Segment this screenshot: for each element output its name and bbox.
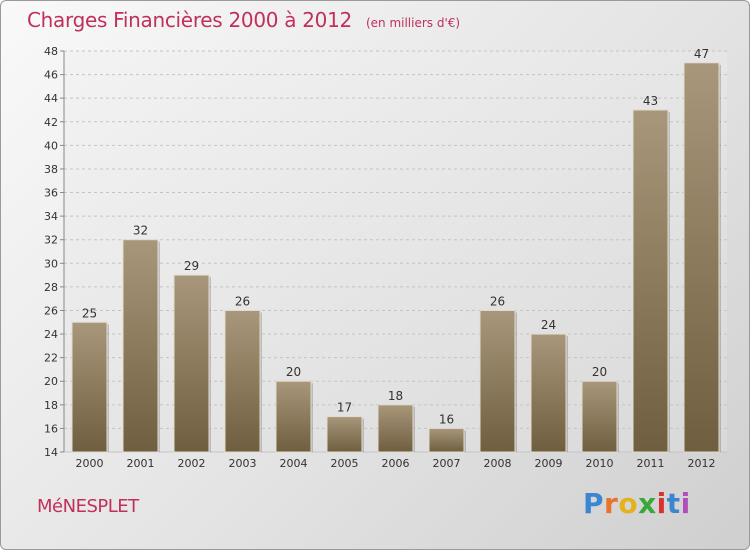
x-tick-label: 2010 bbox=[586, 457, 614, 470]
chart-subtitle: (en milliers d'€) bbox=[365, 16, 461, 30]
bar-2008 bbox=[479, 309, 516, 453]
x-tick-label: 2008 bbox=[484, 457, 512, 470]
y-tick-label: 30 bbox=[44, 257, 58, 270]
x-tick-label: 2005 bbox=[331, 457, 359, 470]
bar-value-label: 24 bbox=[541, 318, 556, 332]
bar-value-label: 18 bbox=[388, 389, 403, 403]
bar-value-label: 26 bbox=[490, 294, 505, 308]
bar-2005 bbox=[326, 416, 363, 453]
y-tick-label: 24 bbox=[44, 328, 58, 341]
bars: 25 32 29 26 20 17 18 16 26 24 20 43 47 bbox=[71, 47, 721, 453]
y-tick-label: 44 bbox=[44, 92, 58, 105]
bar-2012 bbox=[683, 62, 720, 453]
bar-2011 bbox=[632, 109, 669, 453]
bar-2000 bbox=[71, 321, 108, 453]
bar-2002 bbox=[173, 274, 210, 453]
x-tick-label: 2006 bbox=[382, 457, 410, 470]
bar-2007 bbox=[428, 427, 465, 453]
bar-value-label: 47 bbox=[694, 47, 709, 61]
bar-value-label: 26 bbox=[235, 294, 250, 308]
x-tick-label: 2003 bbox=[229, 457, 257, 470]
y-tick-label: 20 bbox=[44, 375, 58, 388]
bar-2004 bbox=[275, 380, 312, 453]
x-axis: 2000 2001 2002 2003 2004 2005 2006 2007 2008 2009… bbox=[76, 457, 716, 470]
bar-2009 bbox=[530, 333, 567, 453]
logo-letter: P bbox=[583, 487, 605, 520]
x-tick-label: 2001 bbox=[127, 457, 155, 470]
logo-letter: i bbox=[656, 487, 667, 520]
bar-value-label: 17 bbox=[337, 401, 352, 415]
y-axis: 14 16 18 20 22 24 26 28 30 32 34 36 38 40 42 44 46 48 bbox=[44, 45, 65, 459]
bar-value-label: 25 bbox=[82, 306, 97, 320]
y-tick-label: 46 bbox=[44, 69, 58, 82]
x-tick-label: 2007 bbox=[433, 457, 461, 470]
title-text: Charges Financières 2000 à 2012 bbox=[27, 8, 352, 32]
bar-value-label: 43 bbox=[643, 94, 658, 108]
bar-2003 bbox=[224, 309, 261, 453]
x-tick-label: 2011 bbox=[637, 457, 665, 470]
y-tick-label: 34 bbox=[44, 210, 58, 223]
y-tick-label: 28 bbox=[44, 281, 58, 294]
y-tick-label: 22 bbox=[44, 352, 58, 365]
y-tick-label: 16 bbox=[44, 422, 58, 435]
y-tick-label: 26 bbox=[44, 304, 58, 317]
logo-letter: t bbox=[666, 487, 681, 520]
x-tick-label: 2002 bbox=[178, 457, 206, 470]
y-tick-label: 36 bbox=[44, 187, 58, 200]
logo-letter: r bbox=[604, 487, 619, 520]
x-tick-label: 2012 bbox=[688, 457, 716, 470]
bar-value-label: 29 bbox=[184, 259, 199, 273]
bar-2001 bbox=[122, 239, 159, 453]
bar-value-label: 20 bbox=[286, 365, 301, 379]
x-tick-label: 2009 bbox=[535, 457, 563, 470]
bar-value-label: 32 bbox=[133, 224, 148, 238]
x-tick-label: 2000 bbox=[76, 457, 104, 470]
y-tick-label: 48 bbox=[44, 45, 58, 58]
y-tick-label: 40 bbox=[44, 139, 58, 152]
bar-value-label: 20 bbox=[592, 365, 607, 379]
bar-value-label: 16 bbox=[439, 412, 454, 426]
y-tick-label: 18 bbox=[44, 399, 58, 412]
bar-2010 bbox=[581, 380, 618, 453]
chart-title: Charges Financières 2000 à 2012 (en milli… bbox=[27, 8, 460, 32]
y-tick-label: 42 bbox=[44, 116, 58, 129]
y-tick-label: 38 bbox=[44, 163, 58, 176]
bar-2006 bbox=[377, 404, 414, 453]
logo-letter: x bbox=[638, 487, 657, 520]
x-tick-label: 2004 bbox=[280, 457, 308, 470]
proxiti-logo: Proxiti bbox=[583, 487, 691, 520]
logo-letter: i bbox=[680, 487, 691, 520]
y-tick-label: 32 bbox=[44, 234, 58, 247]
commune-name: MéNESPLET bbox=[37, 496, 139, 517]
y-tick-label: 14 bbox=[44, 446, 58, 459]
logo-letter: o bbox=[618, 487, 639, 520]
